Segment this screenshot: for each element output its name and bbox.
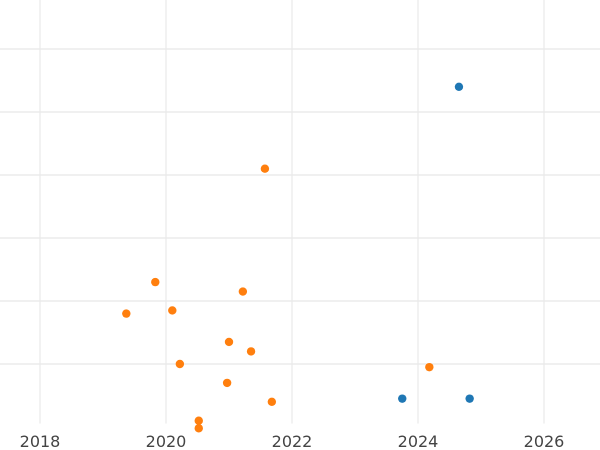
data-point-s1-7 bbox=[224, 337, 234, 347]
data-point-s1-2 bbox=[168, 306, 177, 315]
data-points bbox=[122, 82, 474, 433]
data-point-s0-2 bbox=[465, 394, 474, 403]
data-point-s1-6 bbox=[222, 378, 232, 388]
x-tick-labels: 2018 2020 2022 2024 2026 bbox=[20, 432, 565, 450]
y-gridlines bbox=[0, 48, 600, 365]
data-point-s0-0 bbox=[398, 394, 407, 403]
data-point-s1-8 bbox=[238, 287, 248, 296]
data-point-s1-0 bbox=[122, 309, 131, 318]
data-point-s0-1 bbox=[454, 82, 464, 92]
x-tick-label-2020: 2020 bbox=[146, 432, 187, 450]
data-point-s1-3 bbox=[175, 359, 185, 369]
x-tick-label-2024: 2024 bbox=[398, 432, 439, 450]
data-point-s1-9 bbox=[246, 347, 256, 356]
x-tick-label-2018: 2018 bbox=[20, 432, 61, 450]
data-point-s1-12 bbox=[425, 362, 434, 372]
data-point-s1-4 bbox=[194, 416, 203, 425]
data-point-s1-5 bbox=[194, 424, 203, 433]
data-point-s1-1 bbox=[151, 277, 160, 287]
x-gridlines bbox=[39, 0, 545, 424]
data-point-s1-10 bbox=[260, 164, 270, 173]
x-tick-label-2022: 2022 bbox=[272, 432, 313, 450]
x-tick-label-2026: 2026 bbox=[524, 432, 565, 450]
data-point-s1-11 bbox=[267, 397, 277, 406]
